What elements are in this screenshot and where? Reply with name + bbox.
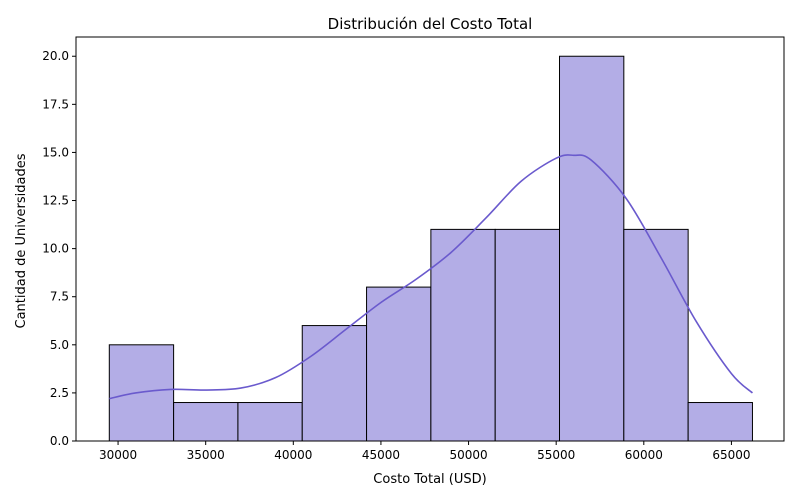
y-tick-label: 7.5 <box>50 290 69 304</box>
plot-frame <box>75 36 785 442</box>
histogram-bar <box>366 286 432 442</box>
y-axis-ticks: 0.0 2.5 5.0 7.5 10.0 12.5 15.0 17.5 20.0 <box>42 49 76 448</box>
kde-curve <box>109 154 753 400</box>
histogram-bar <box>108 344 175 442</box>
bars-group <box>108 55 753 442</box>
x-tick-label: 65000 <box>712 448 750 462</box>
x-tick-label: 45000 <box>362 448 400 462</box>
histogram-bar <box>623 228 689 442</box>
y-tick-label: 2.5 <box>50 386 69 400</box>
x-tick-label: 55000 <box>537 448 575 462</box>
y-tick-label: 10.0 <box>42 242 69 256</box>
x-axis-ticks: 30000 35000 40000 45000 50000 55000 60000 65000 <box>99 441 751 462</box>
histogram-bar <box>301 325 368 442</box>
histogram-bar <box>237 402 303 442</box>
histogram-bar <box>559 55 625 442</box>
y-tick-label: 17.5 <box>42 97 69 111</box>
y-axis-label: Cantidad de Universidades <box>14 153 29 328</box>
histogram-bar <box>494 228 561 442</box>
y-tick-label: 0.0 <box>50 434 69 448</box>
x-tick-label: 50000 <box>449 448 487 462</box>
chart-title: Distribución del Costo Total <box>328 15 533 33</box>
x-tick-label: 60000 <box>625 448 663 462</box>
y-tick-label: 12.5 <box>42 194 69 208</box>
y-tick-label: 5.0 <box>50 338 69 352</box>
x-axis-label: Costo Total (USD) <box>373 472 486 487</box>
histogram-bar <box>430 228 496 442</box>
x-tick-label: 40000 <box>274 448 312 462</box>
x-tick-label: 35000 <box>187 448 225 462</box>
histogram-bar <box>173 402 239 442</box>
y-tick-label: 20.0 <box>42 49 69 63</box>
x-tick-label: 30000 <box>99 448 137 462</box>
histogram-bar <box>687 402 753 442</box>
y-tick-label: 15.0 <box>42 145 69 159</box>
